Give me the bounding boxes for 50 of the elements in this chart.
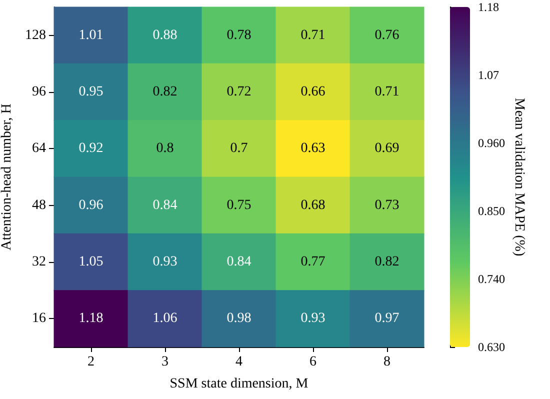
x-tick-label: 6 [310, 354, 316, 370]
y-tick-label: 48 [32, 198, 46, 213]
data-label: 0.69 [374, 141, 400, 156]
x-axis-title: SSM state dimension, M [170, 376, 309, 392]
data-label: 1.18 [78, 311, 104, 326]
x-tick-label: 4 [236, 354, 242, 370]
data-label: 0.71 [374, 84, 400, 100]
color-bar-label: 0.850 [478, 204, 505, 218]
data-label: 0.8 [156, 141, 174, 156]
x-tick-label: 2 [88, 354, 94, 370]
data-label: 0.71 [300, 28, 326, 43]
x-tick-label: 8 [384, 354, 390, 370]
data-label: 1.06 [152, 311, 178, 326]
color-bar-label: 0.740 [478, 272, 505, 286]
data-label: 0.97 [374, 311, 400, 326]
data-label: 0.98 [226, 311, 252, 326]
data-label: 0.7 [230, 141, 248, 156]
x-tick-label: 3 [162, 354, 168, 370]
data-label: 0.82 [152, 84, 178, 100]
data-label: 0.68 [300, 198, 326, 213]
data-label: 0.93 [300, 311, 326, 326]
y-tick-label: 96 [32, 84, 46, 100]
data-label: 1.05 [78, 254, 104, 270]
data-label: 1.01 [78, 28, 104, 43]
data-label: 0.95 [78, 84, 104, 100]
data-label: 0.76 [374, 28, 400, 43]
data-label: 0.84 [226, 254, 252, 270]
y-axis-title: Attention-head number, H [0, 104, 15, 250]
data-label: 0.77 [300, 254, 326, 270]
y-tick-label: 128 [25, 28, 46, 43]
data-label: 0.84 [152, 198, 178, 213]
data-label: 0.63 [300, 141, 326, 156]
color-bar-label: 1.07 [478, 68, 499, 82]
data-label: 0.82 [374, 254, 400, 270]
data-label: 0.72 [226, 84, 252, 100]
data-label: 0.75 [226, 198, 252, 213]
color-bar-title: Mean validation MAPE (%) [512, 98, 526, 256]
data-label: 0.92 [78, 141, 104, 156]
color-bar-label: 0.960 [478, 136, 505, 150]
y-tick-label: 32 [32, 254, 46, 270]
data-label: 0.66 [300, 84, 326, 100]
data-label: 0.73 [374, 198, 400, 213]
data-label: 0.88 [152, 28, 178, 43]
color-bar-label: 1.18 [478, 0, 499, 14]
data-label: 0.78 [226, 28, 252, 43]
color-bar-label: 0.630 [478, 340, 505, 354]
y-tick-label: 16 [32, 311, 46, 326]
data-label: 0.96 [78, 198, 104, 213]
data-label: 0.93 [152, 254, 178, 270]
y-tick-label: 64 [32, 141, 46, 156]
